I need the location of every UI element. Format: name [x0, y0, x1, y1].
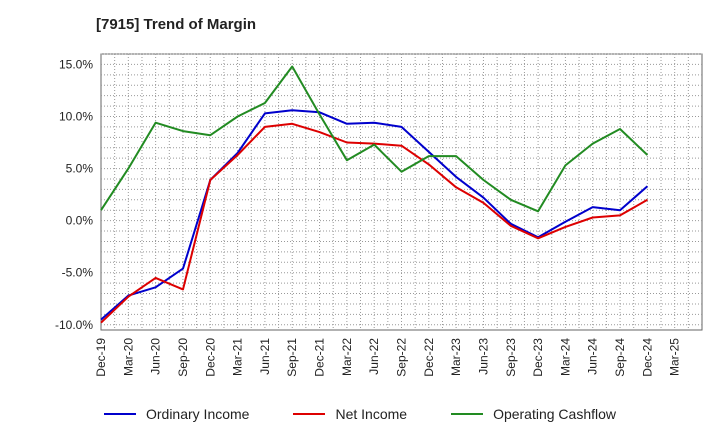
x-tick-label: Dec-19: [94, 338, 108, 377]
x-tick-label: Dec-23: [531, 338, 545, 377]
series-line-net-income: [100, 122, 648, 324]
x-tick-label: Jun-20: [149, 338, 163, 375]
y-tick-label: 15.0%: [59, 57, 93, 71]
y-tick-label: 10.0%: [59, 109, 93, 123]
x-tick-label: Sep-23: [504, 338, 518, 377]
x-tick-label: Sep-21: [285, 338, 299, 377]
x-tick-label: Sep-24: [613, 338, 627, 377]
legend-label-ordinary-income: Ordinary Income: [145, 406, 250, 422]
x-tick-label: Mar-23: [449, 338, 463, 376]
legend-swatch-ordinary-income: [103, 413, 136, 415]
y-tick-label: 5.0%: [66, 162, 94, 176]
chart-legend: Ordinary Income Net Income Operating Cas…: [0, 406, 720, 422]
series-line-ordinary-income: [100, 109, 649, 321]
x-tick-label: Sep-22: [395, 338, 409, 377]
chart-title: [7915] Trend of Margin: [96, 16, 257, 33]
x-tick-label: Mar-22: [340, 338, 354, 376]
y-tick-label: -5.0%: [62, 266, 94, 280]
margin-trend-chart: 15.0% 10.0% 5.0% 0.0% -5.0% -10.0%Dec-19 Mar-2…: [55, 53, 703, 377]
y-tick-label: -10.0%: [55, 318, 93, 332]
x-tick-label: Dec-24: [640, 338, 654, 377]
x-tick-label: Dec-22: [422, 338, 436, 377]
x-tick-label: Jun-22: [367, 338, 381, 375]
x-tick-label: Jun-21: [258, 338, 272, 375]
x-tick-label: Mar-21: [231, 338, 245, 376]
legend-item-ordinary-income: Ordinary Income: [103, 406, 250, 422]
x-tick-label: Jun-23: [476, 338, 490, 375]
x-tick-label: Dec-20: [203, 338, 217, 377]
x-tick-label: Mar-24: [558, 338, 572, 376]
legend-item-net-income: Net Income: [293, 406, 407, 422]
legend-swatch-operating-cashflow: [451, 413, 484, 415]
legend-label-net-income: Net Income: [335, 406, 408, 422]
x-tick-label: Sep-20: [176, 338, 190, 377]
x-tick-label: Jun-24: [586, 338, 600, 375]
y-tick-label: 0.0%: [66, 214, 94, 228]
x-tick-label: Mar-20: [121, 338, 135, 376]
x-tick-label: Dec-21: [313, 338, 327, 377]
legend-item-operating-cashflow: Operating Cashflow: [451, 406, 616, 422]
x-tick-label: Mar-25: [668, 338, 682, 376]
legend-swatch-net-income: [293, 413, 326, 415]
series-line-operating-cashflow: [100, 65, 649, 213]
legend-label-operating-cashflow: Operating Cashflow: [493, 406, 617, 422]
